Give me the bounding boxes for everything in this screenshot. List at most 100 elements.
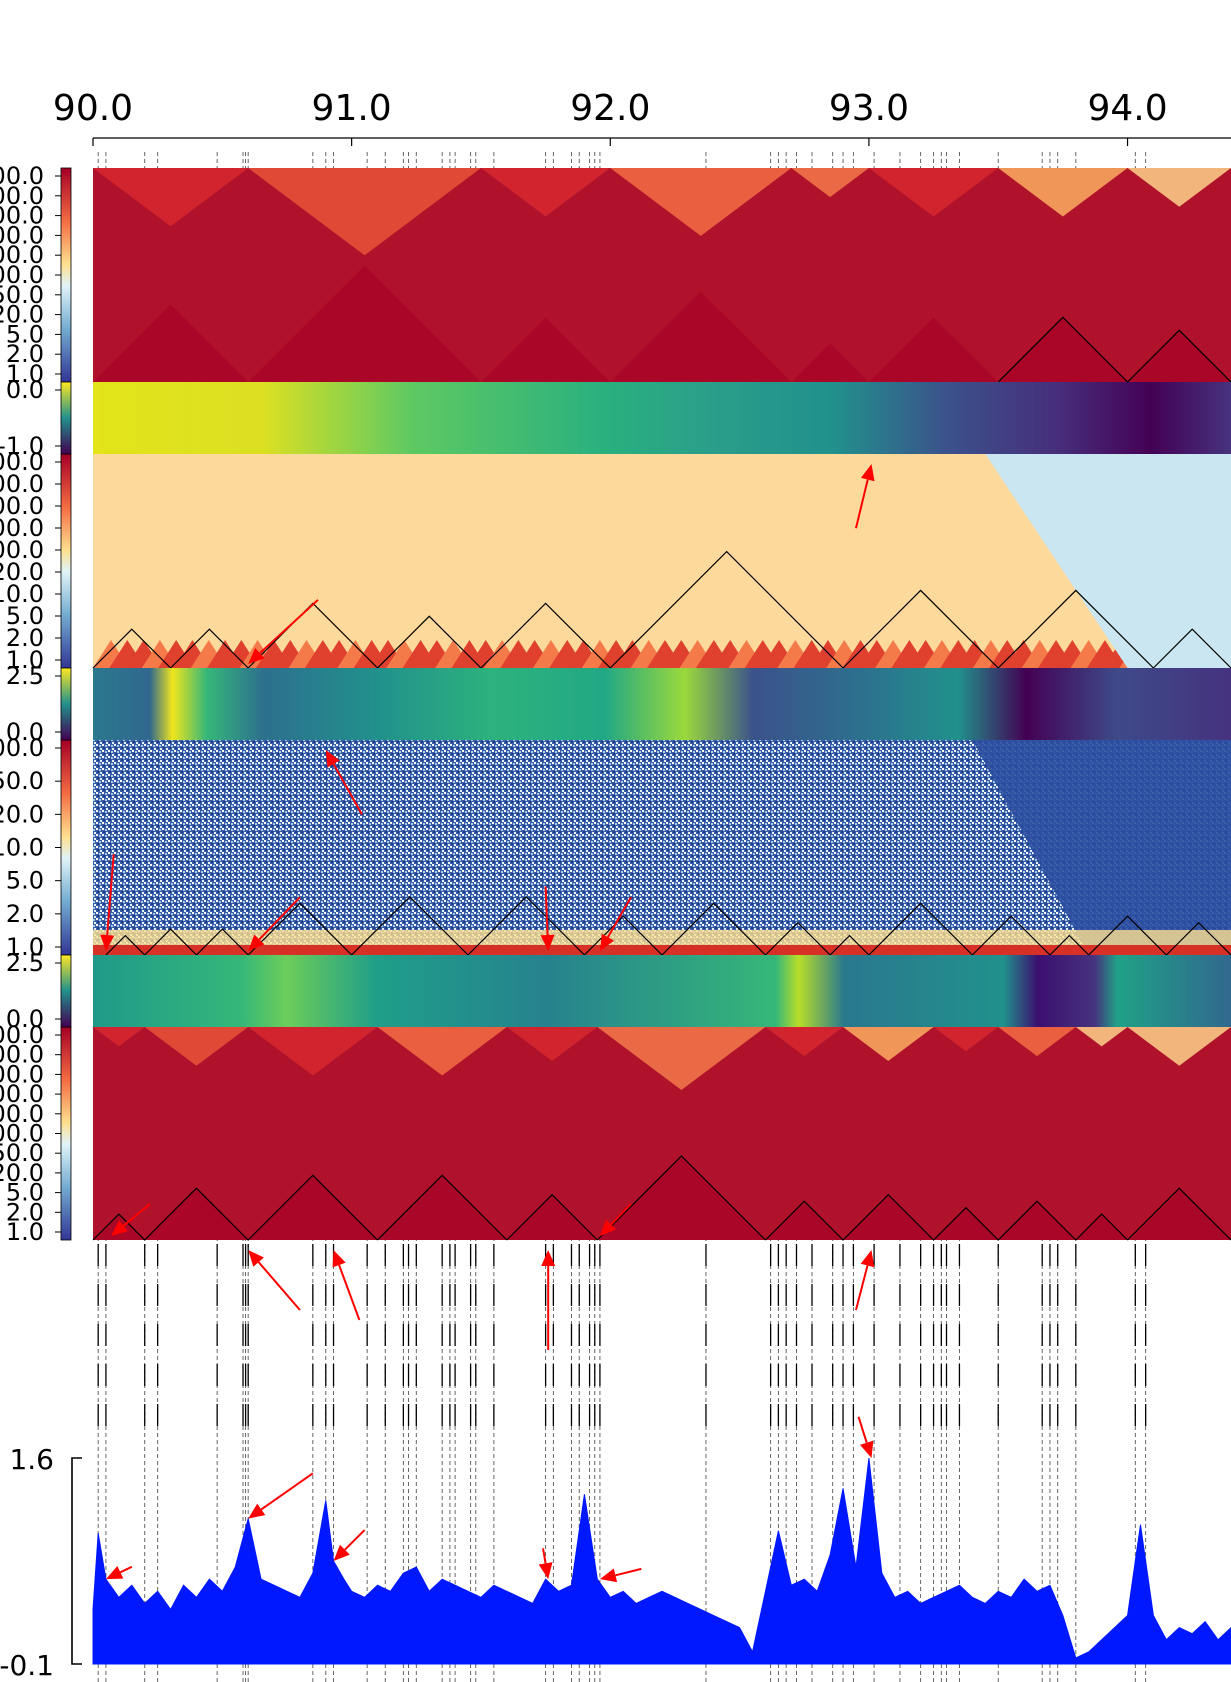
domain-shade — [610, 168, 792, 236]
annotation-arrow-head — [541, 1250, 556, 1266]
domain-shade — [998, 168, 1128, 217]
domain-core — [480, 317, 611, 382]
annotation-arrow-head — [105, 1565, 124, 1580]
colorbar-tick-label: 0.0 — [6, 718, 44, 746]
domain-core — [765, 1201, 844, 1240]
colorbar — [60, 453, 72, 669]
colorbar-tick-label: 100.0 — [0, 1120, 44, 1148]
near-diagonal-band — [93, 930, 1231, 945]
domain-core — [868, 317, 999, 382]
domain-core — [597, 1155, 766, 1240]
annotation-arrow-shaft — [106, 854, 115, 936]
annotation-arrow-head — [860, 1440, 874, 1458]
colorbar-tick-label: 200.0 — [0, 514, 44, 542]
tad-triangle — [144, 1187, 249, 1241]
tad-triangle — [1088, 915, 1167, 956]
tad-triangle — [1127, 329, 1231, 383]
colorbar-tick-label: 1.0 — [6, 1218, 44, 1246]
colorbar-tick-label: 2.0 — [6, 1198, 44, 1226]
tad-triangle — [596, 1155, 766, 1241]
tad-triangle — [997, 1200, 1077, 1241]
domain-core — [610, 291, 792, 382]
annotation-arrow-head — [248, 1250, 264, 1267]
domain-core — [998, 1201, 1076, 1240]
annotation-arrow-shaft — [332, 763, 363, 815]
annotation-arrow-head — [540, 934, 555, 951]
colorbar — [60, 167, 72, 383]
colorbar-tick-label: 100.0 — [0, 536, 44, 564]
annotation-arrow-head — [599, 1568, 618, 1583]
top-axis-tick-label: 92.0 — [570, 88, 650, 129]
tad-triangle — [377, 1174, 508, 1241]
annotation-arrow-head — [111, 1220, 128, 1236]
domain-core — [998, 317, 1128, 382]
annotation-arrow-shaft — [257, 1261, 301, 1311]
domain-core — [248, 265, 481, 382]
tad-triangle — [1152, 628, 1231, 669]
tad-triangle — [609, 550, 844, 669]
score-strip-3 — [93, 955, 1231, 1027]
domain-core — [1075, 1214, 1128, 1240]
colorbar-tick-label: 5.0 — [6, 320, 44, 348]
colorbar-tick-label: 1000.0 — [0, 162, 44, 190]
colorbar-tick-label: 20.0 — [0, 301, 44, 329]
annotation-arrow-head — [599, 933, 614, 951]
annotation-arrow-shaft — [344, 1529, 366, 1551]
domain-shade — [248, 1027, 378, 1076]
tad-triangle — [170, 628, 249, 669]
colorbar-tick-label: 2.5 — [6, 949, 44, 977]
annotation-arrow-shaft — [855, 479, 869, 529]
colorbar — [60, 667, 72, 741]
tad-triangle — [247, 902, 353, 956]
domain-shade — [480, 168, 611, 217]
annotation-arrow-shaft — [119, 1565, 133, 1574]
colorbar-tick-label: 2.0 — [6, 900, 44, 928]
tad-triangle — [247, 1174, 378, 1241]
annotation-arrow-shaft — [615, 1567, 642, 1577]
top-axis-tick-label: 94.0 — [1087, 88, 1167, 129]
annotation-arrow-shaft — [260, 1472, 314, 1511]
domain-shade — [1127, 1027, 1231, 1066]
colorbar-tick-label: 10.0 — [0, 834, 44, 862]
annotation-arrow-shaft — [259, 599, 319, 654]
annotation-arrow-head — [248, 1503, 266, 1519]
signal-y-axis — [71, 1457, 82, 1665]
signal-y-tick-label: -0.1 — [0, 1649, 54, 1682]
colorbar-tick-label: 20.0 — [0, 800, 44, 828]
tad-heatmap-panel-3 — [92, 454, 1231, 669]
colorbar-tick-label: 100.0 — [0, 734, 44, 762]
tad-heatmap-panel-7 — [92, 1027, 1231, 1241]
annotation-arrow-head — [599, 1219, 617, 1236]
colorbar-tick-label: 0.0 — [6, 376, 44, 404]
colorbar-tick-label: 5.0 — [6, 1179, 44, 1207]
tad-triangle — [933, 1206, 999, 1241]
domain-core — [791, 343, 869, 382]
tad-triangle — [842, 1193, 934, 1241]
contact-heatmap-panel-5 — [93, 740, 1231, 956]
annotation-arrow-shaft — [607, 896, 632, 938]
domain-shade — [506, 1027, 598, 1061]
tad-triangle — [661, 902, 766, 956]
depleted-region — [985, 454, 1231, 668]
boundary-ticks-panel — [97, 1244, 1147, 1426]
diagonal-band — [93, 945, 1231, 955]
domain-shade — [377, 1027, 507, 1076]
annotation-arrow-shaft — [857, 1416, 868, 1444]
annotation-arrows — [100, 464, 875, 1583]
tad-triangle — [583, 915, 663, 956]
top-axis: 90.0 91.0 92.0 93.0 94.0 — [53, 88, 1231, 146]
tad-triangle — [868, 902, 973, 956]
annotation-arrow-shaft — [338, 1264, 361, 1321]
depleted-region — [972, 740, 1231, 955]
domain-shade — [1075, 1027, 1128, 1047]
annotation-arrow-head — [100, 934, 115, 951]
colorbar — [60, 739, 72, 956]
domain-shade — [868, 168, 999, 217]
colorbar — [60, 1026, 72, 1241]
tad-triangle — [144, 928, 197, 956]
domain-core — [144, 1188, 249, 1240]
tad-triangle — [842, 589, 999, 669]
colorbar-tick-label: 50.0 — [0, 1139, 44, 1167]
tad-triangle — [971, 915, 1051, 956]
colorbar-tick-label: 20.0 — [0, 1159, 44, 1187]
